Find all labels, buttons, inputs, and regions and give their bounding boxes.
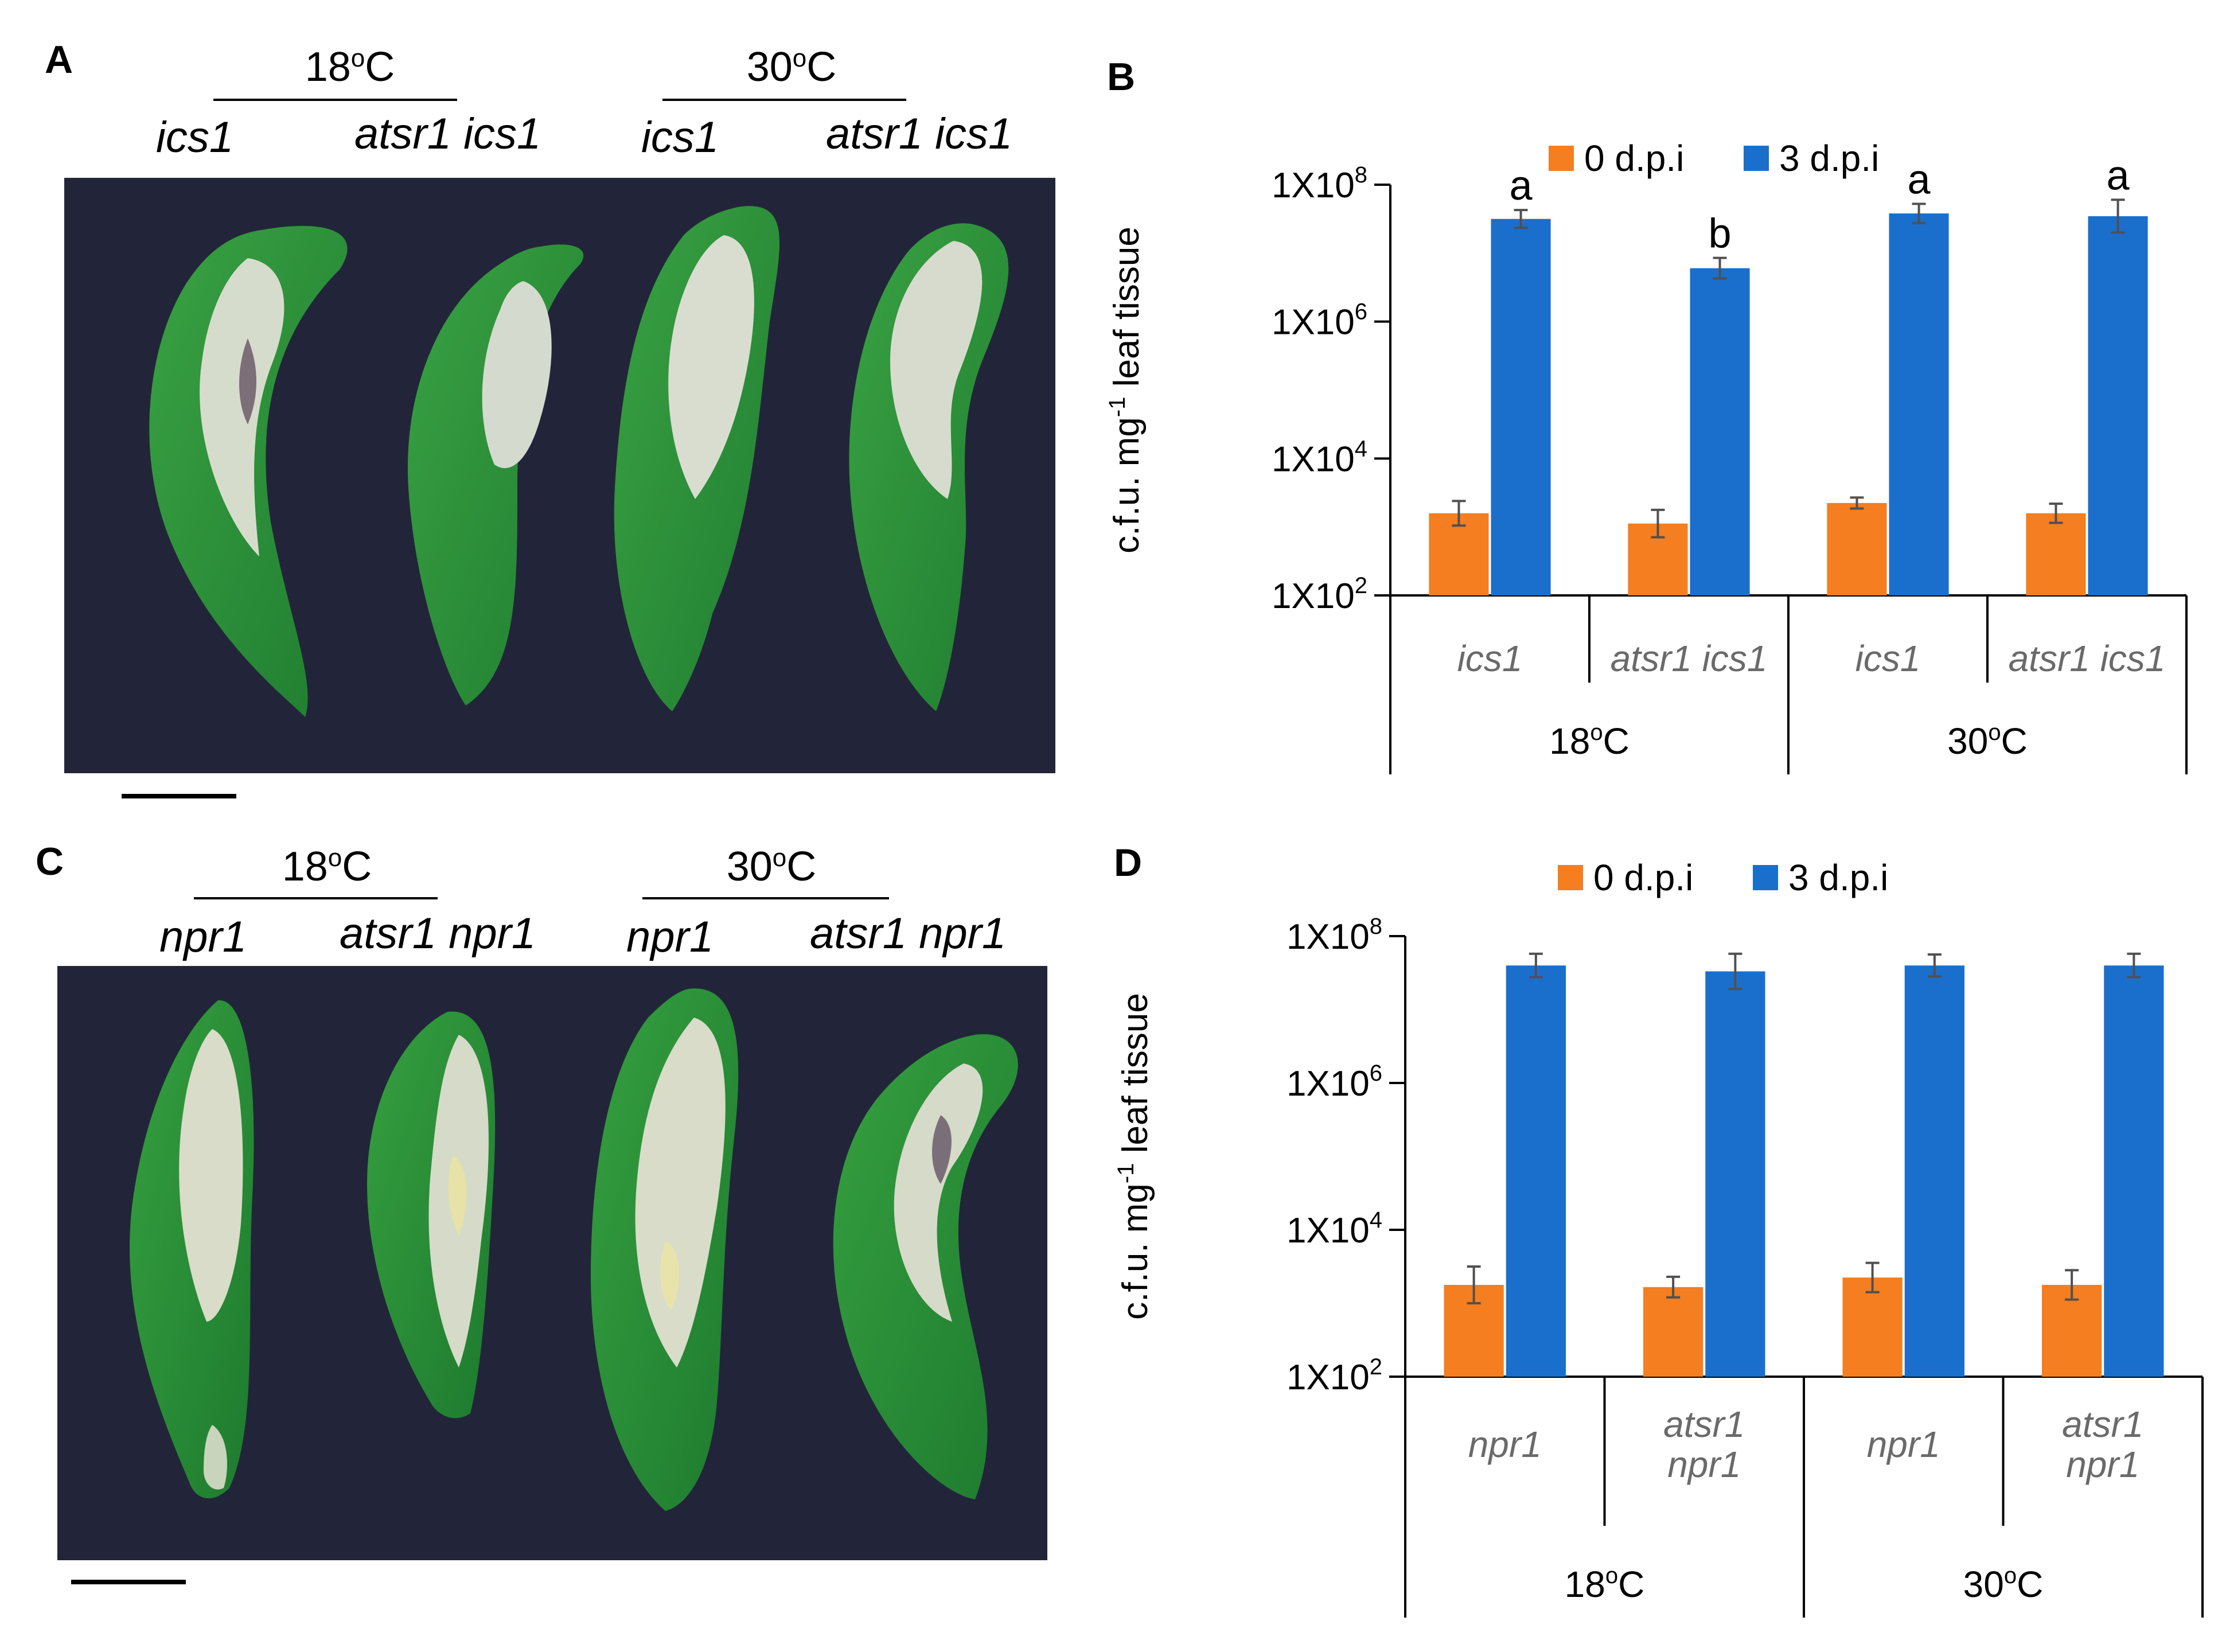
- x-group-label-deg: o: [1605, 1563, 1618, 1588]
- legend-swatch: [1558, 865, 1583, 890]
- bar-3dpi: [1905, 965, 1964, 1377]
- figure-page: A 18oC 30oC ics1 atsr1 ics1 ics1 atsr1 i…: [0, 0, 2222, 1652]
- y-tick-label-base: 1X10: [1287, 1358, 1370, 1397]
- y-axis-title-part: c.f.u. mg: [1116, 1183, 1155, 1320]
- legend-label: 0 d.p.i: [1593, 857, 1693, 898]
- x-category-label: atsr1: [1663, 1404, 1745, 1445]
- y-tick-label-exp: 2: [1370, 1354, 1382, 1380]
- y-tick-label: 1X104: [1287, 1207, 1382, 1250]
- bar-3dpi: [2104, 965, 2163, 1377]
- y-axis-title-exp: -1: [1113, 1163, 1139, 1184]
- x-category-label: npr1: [1468, 1424, 1542, 1465]
- y-tick-label: 1X102: [1287, 1354, 1382, 1397]
- y-tick-label: 1X106: [1287, 1061, 1382, 1104]
- y-axis-title: c.f.u. mg-1 leaf tissue: [1113, 993, 1155, 1320]
- chart-d-svg: 1X1021X1041X1061X108c.f.u. mg-1 leaf tis…: [0, 0, 2222, 1652]
- x-category-label: npr1: [1667, 1444, 1741, 1485]
- legend-label: 3 d.p.i: [1788, 857, 1888, 898]
- y-tick-label-exp: 8: [1370, 914, 1382, 939]
- y-axis-title-part: leaf tissue: [1116, 993, 1155, 1163]
- legend-swatch: [1753, 865, 1778, 890]
- x-group-label-num: 30: [1963, 1564, 2004, 1605]
- bar-0dpi: [1643, 1287, 1703, 1377]
- x-group-label: 18oC: [1565, 1563, 1645, 1605]
- y-tick-label-base: 1X10: [1287, 1064, 1370, 1104]
- y-tick-label-base: 1X10: [1287, 1211, 1370, 1250]
- x-group-label-unit: C: [2017, 1564, 2043, 1605]
- y-tick-label-base: 1X10: [1287, 917, 1370, 957]
- x-group-label-num: 18: [1565, 1564, 1605, 1605]
- x-category-label: npr1: [1867, 1424, 1940, 1465]
- x-category-label: npr1: [2066, 1444, 2139, 1485]
- x-group-label: 30oC: [1963, 1563, 2044, 1605]
- chart-d: 1X102 1X104 1X106 1X108 c.f.u. mg-1 leaf tis…: [0, 0, 2222, 1652]
- bar-3dpi: [1705, 971, 1765, 1377]
- bar-3dpi: [1506, 965, 1566, 1377]
- y-tick-label: 1X108: [1287, 914, 1382, 957]
- y-tick-label-exp: 6: [1370, 1061, 1382, 1086]
- x-group-label-deg: o: [2004, 1563, 2017, 1588]
- y-tick-label-exp: 4: [1370, 1207, 1382, 1233]
- x-category-label: atsr1: [2062, 1404, 2143, 1445]
- x-group-label-unit: C: [1618, 1564, 1644, 1605]
